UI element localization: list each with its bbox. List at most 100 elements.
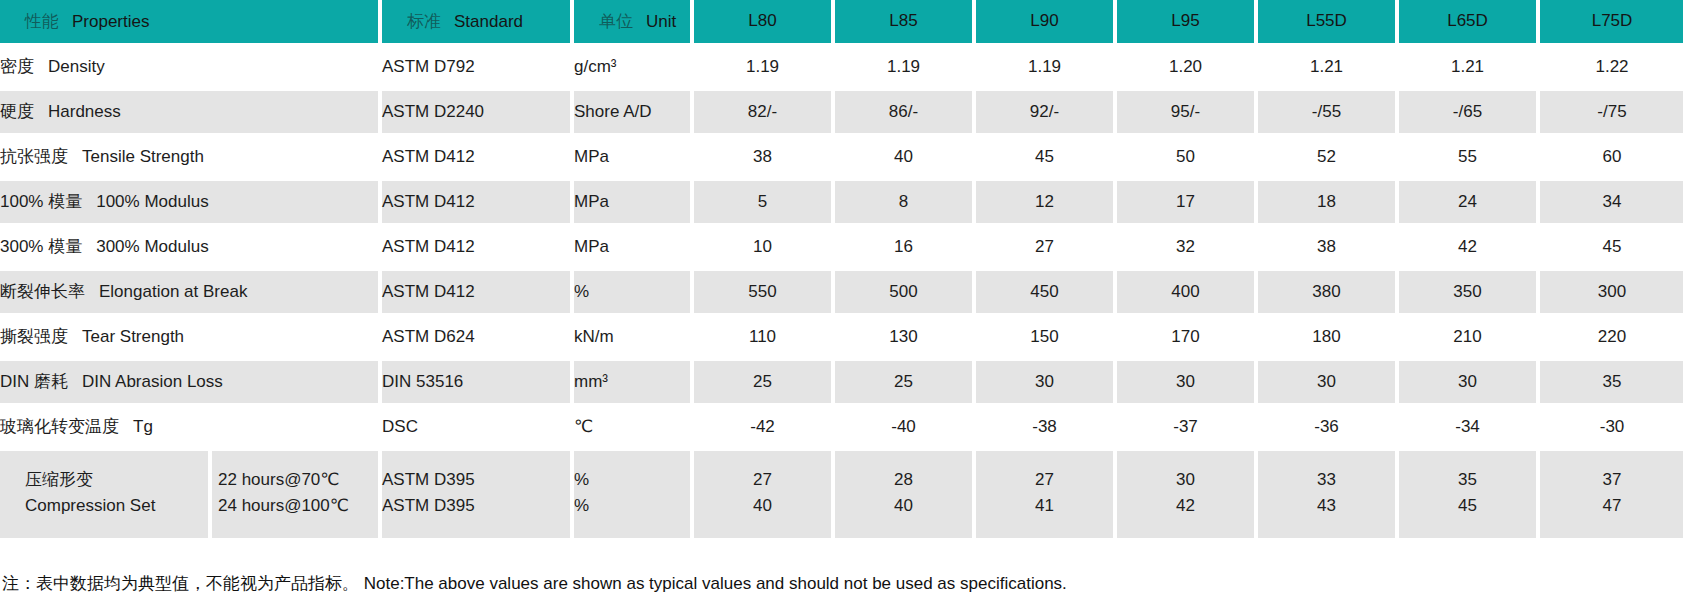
value-cell: 1.19 <box>833 44 974 89</box>
header-grade-l95: L95 <box>1115 0 1256 44</box>
table-row-tear-strength: 撕裂强度Tear Strength ASTM D624 kN/m 110 130… <box>0 314 1683 359</box>
property-label-cn: 玻璃化转变温度 <box>0 417 119 436</box>
value-cell: 30 <box>1397 359 1538 404</box>
standard-cell: ASTM D412 <box>380 134 572 179</box>
table-row-tg: 玻璃化转变温度Tg DSC ℃ -42 -40 -38 -37 -36 -34 … <box>0 404 1683 449</box>
value-cell: 27 40 <box>692 449 833 539</box>
value-line: 37 <box>1540 467 1683 493</box>
value-cell: 1.22 <box>1538 44 1683 89</box>
standard-cell: DIN 53516 <box>380 359 572 404</box>
unit-cell: % <box>572 269 692 314</box>
standard-cell: ASTM D412 <box>380 179 572 224</box>
standard-cell: ASTM D792 <box>380 44 572 89</box>
value-cell: 110 <box>692 314 833 359</box>
grade-label: L75D <box>1592 11 1633 30</box>
value-cell: 500 <box>833 269 974 314</box>
value-cell: 12 <box>974 179 1115 224</box>
value-cell: 24 <box>1397 179 1538 224</box>
grade-label: L90 <box>1030 11 1058 30</box>
value-line: 41 <box>976 493 1113 519</box>
standard-line: ASTM D395 <box>382 493 570 519</box>
value-cell: 400 <box>1115 269 1256 314</box>
value-line: 28 <box>835 467 972 493</box>
value-cell: 42 <box>1397 224 1538 269</box>
grade-label: L55D <box>1306 11 1347 30</box>
property-label-en: DIN Abrasion Loss <box>82 372 223 391</box>
grade-label: L95 <box>1171 11 1199 30</box>
unit-cell: kN/m <box>572 314 692 359</box>
value-cell: 350 <box>1397 269 1538 314</box>
value-cell: 38 <box>1256 224 1397 269</box>
value-cell: 55 <box>1397 134 1538 179</box>
unit-cell: MPa <box>572 134 692 179</box>
value-cell: 40 <box>833 134 974 179</box>
header-standard-en: Standard <box>454 12 523 31</box>
value-cell: 33 43 <box>1256 449 1397 539</box>
standard-cell: ASTM D412 <box>380 224 572 269</box>
properties-table: 性能Properties 标准Standard 单位Unit L80 L85 L… <box>0 0 1683 541</box>
property-label-cn: 300% 模量 <box>0 237 82 256</box>
value-cell: 1.19 <box>692 44 833 89</box>
value-cell: 180 <box>1256 314 1397 359</box>
table-row-din-abrasion: DIN 磨耗DIN Abrasion Loss DIN 53516 mm³ 25… <box>0 359 1683 404</box>
value-cell: 1.19 <box>974 44 1115 89</box>
property-label-cn: 压缩形变 <box>25 467 194 493</box>
property-label-cn: 断裂伸长率 <box>0 282 85 301</box>
value-cell: 170 <box>1115 314 1256 359</box>
property-label-cn: 撕裂强度 <box>0 327 68 346</box>
unit-line: % <box>574 467 690 493</box>
grade-label: L80 <box>748 11 776 30</box>
value-cell: 82/- <box>692 89 833 134</box>
unit-cell: MPa <box>572 224 692 269</box>
condition-cell: 22 hours@70℃ 24 hours@100℃ <box>210 449 380 539</box>
note-text: 注：表中数据均为典型值，不能视为产品指标。 Note:The above val… <box>2 572 1683 595</box>
table-header-row: 性能Properties 标准Standard 单位Unit L80 L85 L… <box>0 0 1683 44</box>
unit-cell: g/cm³ <box>572 44 692 89</box>
property-label-cn: 抗张强度 <box>0 147 68 166</box>
header-unit-cn: 单位 <box>599 12 633 31</box>
header-properties-cn: 性能 <box>25 12 59 31</box>
property-label-en: 300% Modulus <box>96 237 208 256</box>
standard-cell: ASTM D2240 <box>380 89 572 134</box>
value-cell: -42 <box>692 404 833 449</box>
table-row-compression-set: 压缩形变 Compression Set 22 hours@70℃ 24 hou… <box>0 449 1683 539</box>
unit-cell: Shore A/D <box>572 89 692 134</box>
unit-cell: ℃ <box>572 404 692 449</box>
header-standard: 标准Standard <box>380 0 572 44</box>
value-cell: 210 <box>1397 314 1538 359</box>
standard-cell: ASTM D412 <box>380 269 572 314</box>
value-line: 30 <box>1117 467 1254 493</box>
value-line: 40 <box>694 493 831 519</box>
value-cell: 550 <box>692 269 833 314</box>
value-cell: 25 <box>833 359 974 404</box>
value-cell: 1.21 <box>1256 44 1397 89</box>
value-cell: 37 47 <box>1538 449 1683 539</box>
value-line: 43 <box>1258 493 1395 519</box>
value-cell: 30 42 <box>1115 449 1256 539</box>
property-label-en: Hardness <box>48 102 121 121</box>
unit-cell: mm³ <box>572 359 692 404</box>
value-cell: 60 <box>1538 134 1683 179</box>
value-cell: 45 <box>1538 224 1683 269</box>
property-cell: 100% 模量100% Modulus <box>0 179 380 224</box>
value-cell: 30 <box>1115 359 1256 404</box>
value-cell: 30 <box>1256 359 1397 404</box>
header-grade-l80: L80 <box>692 0 833 44</box>
value-line: 42 <box>1117 493 1254 519</box>
header-grade-l65d: L65D <box>1397 0 1538 44</box>
value-cell: 27 <box>974 224 1115 269</box>
value-cell: -30 <box>1538 404 1683 449</box>
value-cell: 34 <box>1538 179 1683 224</box>
unit-cell: MPa <box>572 179 692 224</box>
standard-cell: DSC <box>380 404 572 449</box>
value-cell: 1.21 <box>1397 44 1538 89</box>
value-cell: 450 <box>974 269 1115 314</box>
header-grade-l90: L90 <box>974 0 1115 44</box>
value-cell: -37 <box>1115 404 1256 449</box>
property-cell: 撕裂强度Tear Strength <box>0 314 380 359</box>
property-label-en: Tensile Strength <box>82 147 204 166</box>
header-properties-en: Properties <box>72 12 149 31</box>
property-label-en: Tg <box>133 417 153 436</box>
value-line: 33 <box>1258 467 1395 493</box>
value-cell: 25 <box>692 359 833 404</box>
